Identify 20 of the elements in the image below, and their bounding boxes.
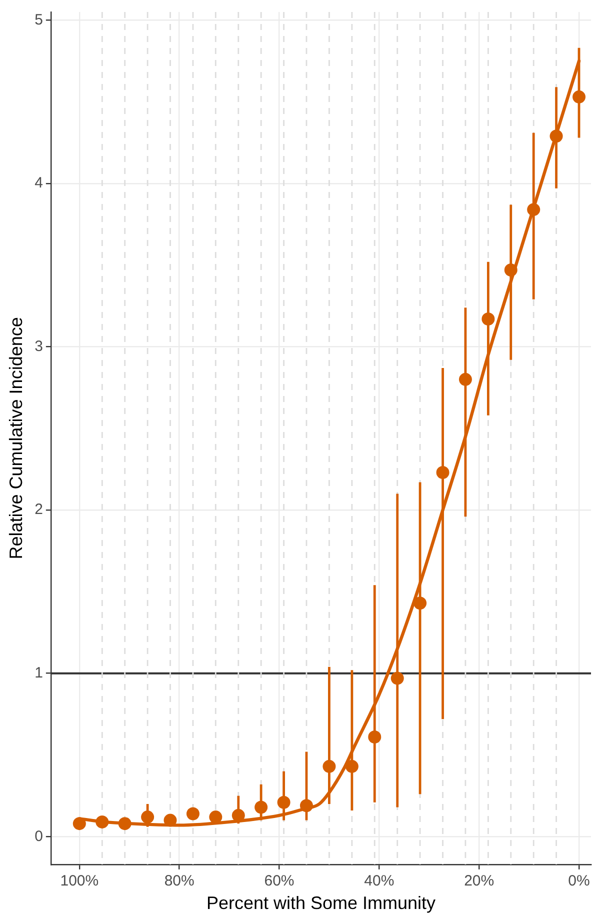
y-tick-label: 2	[34, 501, 43, 518]
y-axis-title: Relative Cumulative Incidence	[6, 317, 26, 560]
point	[186, 807, 200, 820]
x-axis-title: Percent with Some Immunity	[206, 893, 436, 914]
y-tick-label: 4	[34, 174, 43, 192]
x-tick-label: 100%	[60, 872, 99, 890]
y-tick-label: 1	[34, 664, 43, 682]
point	[209, 810, 222, 824]
x-tick-label: 60%	[264, 872, 294, 890]
x-tick-label: 40%	[364, 872, 394, 890]
point	[118, 817, 132, 830]
x-tick-label: 20%	[464, 872, 494, 890]
y-tick-label: 5	[34, 11, 43, 28]
x-tick-label: 80%	[164, 872, 194, 890]
point	[96, 815, 109, 828]
y-tick-label: 3	[34, 338, 43, 355]
x-tick-label: 0%	[568, 872, 590, 890]
point	[72, 817, 86, 830]
y-tick-label: 0	[34, 828, 43, 845]
point	[164, 814, 177, 827]
